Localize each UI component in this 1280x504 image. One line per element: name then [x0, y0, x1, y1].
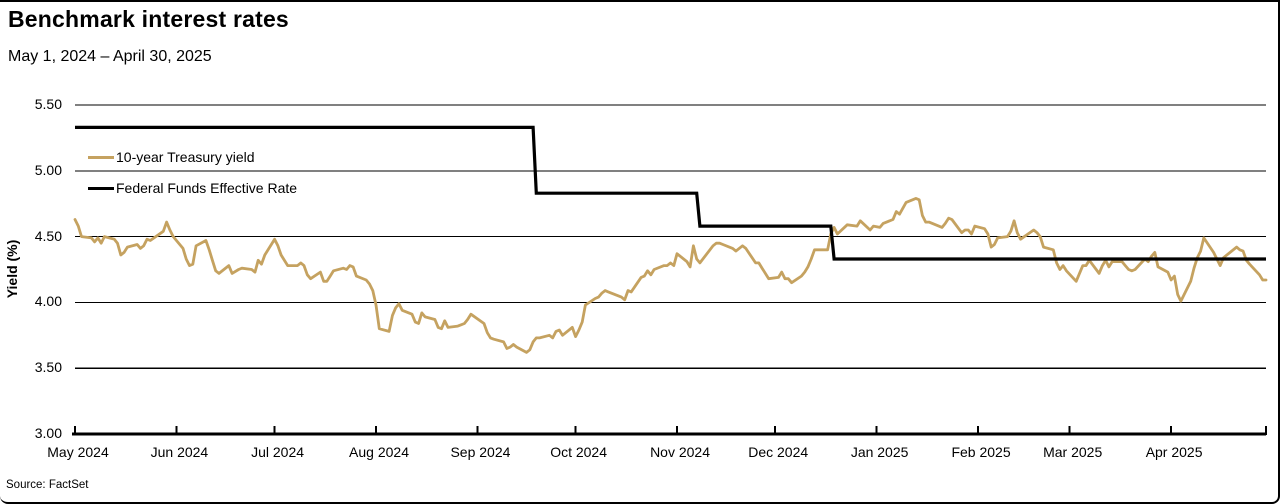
x-axis-tick-label: Mar 2025 [1043, 444, 1103, 460]
x-axis-tick-label: May 2024 [47, 444, 109, 460]
x-axis-tick-label: Jul 2024 [251, 444, 305, 460]
y-axis-tick-label: 4.50 [34, 227, 62, 244]
y-axis-tick-label: 5.50 [34, 96, 62, 112]
x-axis-tick-label: Nov 2024 [650, 444, 710, 460]
legend-label-treasury: 10-year Treasury yield [116, 149, 255, 165]
y-axis-tick-label: 5.00 [34, 161, 62, 178]
x-axis-tick-label: Jun 2024 [150, 444, 209, 460]
x-axis-tick-label: Feb 2025 [951, 444, 1011, 460]
source-note: Source: FactSet [6, 479, 89, 491]
y-axis-tick-label: 4.00 [34, 293, 62, 310]
y-axis-tick-label: 3.00 [34, 425, 62, 441]
y-axis-title: Yield (%) [4, 239, 20, 299]
x-axis-tick-label: Jan 2025 [850, 444, 909, 460]
x-axis-tick-label: Dec 2024 [748, 444, 809, 460]
y-axis-tick-label: 3.50 [34, 359, 62, 376]
treasury-line-swatch [88, 155, 114, 159]
x-axis-tick-label: Sep 2024 [450, 444, 511, 460]
legend-item-treasury: 10-year Treasury yield [88, 149, 255, 165]
chart-title: Benchmark interest rates [8, 6, 289, 32]
x-axis-tick-label: Oct 2024 [550, 444, 608, 460]
chart-subtitle: May 1, 2024 – April 30, 2025 [8, 48, 212, 65]
x-axis-tick-label: Aug 2024 [349, 444, 409, 460]
x-axis-tick-label: Apr 2025 [1145, 444, 1203, 460]
fed-funds-line-swatch [88, 186, 114, 190]
legend-item-fed-funds: Federal Funds Effective Rate [88, 180, 297, 196]
legend-label-fed-funds: Federal Funds Effective Rate [116, 180, 298, 196]
